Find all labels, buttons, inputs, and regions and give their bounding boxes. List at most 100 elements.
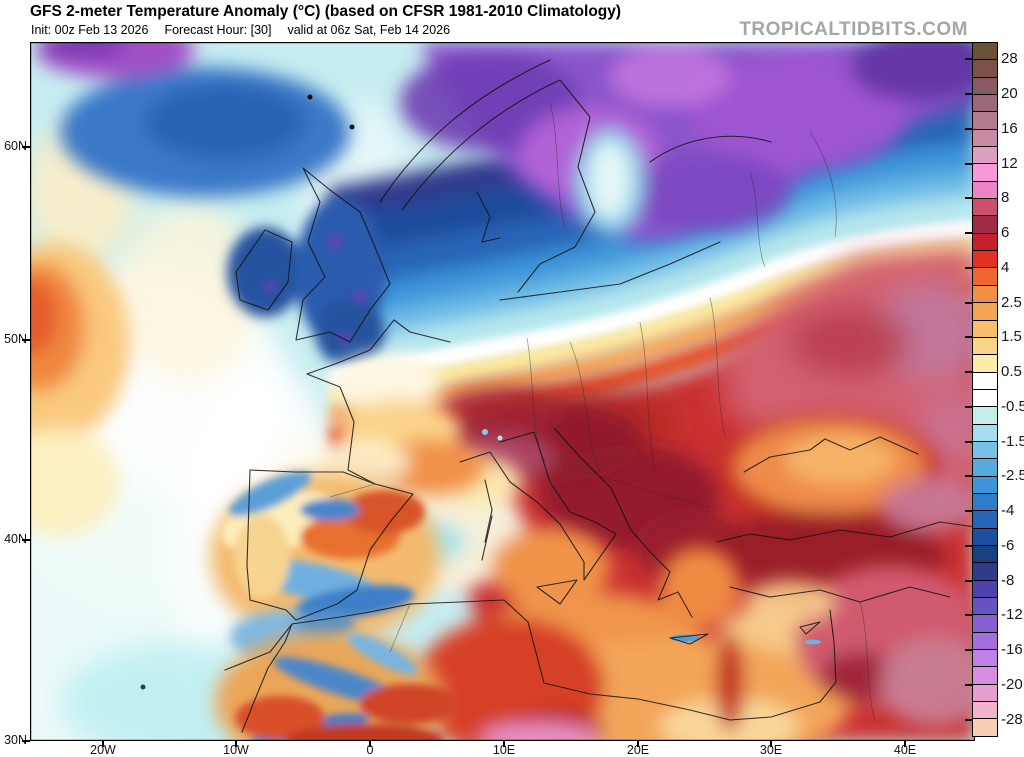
colorbar-segment	[973, 129, 997, 148]
colorbar-segment	[973, 719, 997, 736]
colorbar-label: 12	[1001, 154, 1018, 172]
lon-label: 40E	[893, 743, 917, 757]
colorbar-label: 1.5	[1001, 328, 1022, 346]
colorbar-label: 16	[1001, 119, 1018, 137]
colorbar-label: -6	[1001, 536, 1015, 554]
colorbar-label: 20	[1001, 85, 1018, 103]
colorbar-tick	[965, 162, 972, 165]
colorbar-label: 8	[1001, 189, 1010, 207]
colorbar-label: -28	[1001, 710, 1023, 728]
lon-label: 30E	[759, 743, 783, 757]
iceland-and-atlantic-blob	[35, 42, 350, 197]
colorbar-label: -20	[1001, 675, 1023, 693]
colorbar-segment	[973, 268, 997, 286]
colorbar-segment	[973, 476, 997, 494]
lat-label: 50N	[4, 332, 27, 346]
colorbar-segment	[973, 112, 997, 130]
colorbar-segment	[973, 164, 997, 182]
colorbar-label: -16	[1001, 641, 1023, 659]
colorbar-tick	[965, 649, 972, 652]
france-field	[320, 354, 485, 495]
colorbar-segment	[973, 598, 997, 616]
colorbar-tick	[965, 405, 972, 408]
lon-label: 10W	[223, 743, 249, 757]
colorbar-tick	[965, 475, 972, 478]
lon-tick	[904, 741, 906, 747]
lon-tick	[637, 741, 639, 747]
watermark: TROPICALTIDBITS.COM	[739, 19, 968, 40]
west-atlantic-warm-blob	[30, 242, 130, 537]
colorbar-label: 28	[1001, 50, 1018, 68]
map-title: GFS 2-meter Temperature Anomaly (°C) (ba…	[30, 3, 622, 20]
morocco-field	[215, 632, 460, 741]
colorbar-tick	[965, 93, 972, 96]
colorbar-segment	[973, 528, 997, 546]
colorbar-segment	[973, 493, 997, 512]
lon-tick	[102, 741, 104, 747]
colorbar-tick	[965, 58, 972, 61]
colorbar-segment	[973, 667, 997, 685]
british-isles-cold	[227, 197, 385, 367]
colorbar-tick	[965, 544, 972, 547]
colorbar-segment	[973, 615, 997, 633]
lat-tick	[22, 539, 30, 541]
colorbar-tick	[965, 301, 972, 304]
colorbar-segment	[973, 147, 997, 165]
lon-label: 20E	[626, 743, 650, 757]
colorbar-label: -2.5	[1001, 467, 1024, 485]
lon-tick	[503, 741, 505, 747]
colorbar-label: 0.5	[1001, 363, 1022, 381]
colorbar-segment	[973, 199, 997, 217]
anomaly-map	[30, 42, 975, 741]
init-time: Init: 00z Feb 13 2026	[31, 23, 149, 37]
lon-label: 20W	[90, 743, 116, 757]
colorbar-segment	[973, 424, 997, 442]
colorbar-tick	[965, 336, 972, 339]
colorbar-segment	[973, 563, 997, 581]
colorbar-tick	[965, 718, 972, 721]
lon-label: 10E	[492, 743, 516, 757]
colorbar-segment	[973, 60, 997, 78]
colorbar-segment	[973, 251, 997, 269]
colorbar-tick	[965, 232, 972, 235]
colorbar-tick	[965, 197, 972, 200]
colorbar-segment	[973, 216, 997, 234]
colorbar-segment	[973, 441, 997, 460]
lon-tick	[369, 741, 371, 747]
colorbar	[972, 42, 998, 737]
colorbar-tick	[965, 127, 972, 130]
colorbar-segment	[973, 580, 997, 598]
lat-label: 60N	[4, 139, 27, 153]
colorbar-tick	[965, 579, 972, 582]
lon-tick	[235, 741, 237, 747]
colorbar-tick	[965, 266, 972, 269]
colorbar-segment	[973, 702, 997, 720]
lat-tick	[22, 146, 30, 148]
colorbar-tick	[965, 371, 972, 374]
colorbar-segment	[973, 77, 997, 96]
coastlines	[224, 59, 975, 733]
colorbar-segment	[973, 632, 997, 651]
colorbar-segment	[973, 372, 997, 390]
map-subtitle: Init: 00z Feb 13 2026 Forecast Hour: [30]…	[31, 23, 466, 37]
lon-tick	[770, 741, 772, 747]
colorbar-segment	[973, 355, 997, 373]
colorbar-segment	[973, 511, 997, 529]
valid-time: valid at 06z Sat, Feb 14 2026	[287, 23, 451, 37]
colorbar-label: 2.5	[1001, 293, 1022, 311]
lat-label: 30N	[4, 733, 27, 747]
colorbar-segment	[973, 389, 997, 408]
lon-label: 0	[366, 743, 374, 757]
lat-label: 40N	[4, 532, 27, 546]
colorbar-segment	[973, 684, 997, 703]
colorbar-tick	[965, 440, 972, 443]
colorbar-segment	[973, 650, 997, 668]
colorbar-label: -1.5	[1001, 432, 1024, 450]
colorbar-segment	[973, 43, 997, 61]
colorbar-label: -4	[1001, 502, 1015, 520]
colorbar-segment	[973, 407, 997, 425]
lat-tick	[22, 339, 30, 341]
colorbar-segment	[973, 233, 997, 252]
colorbar-label: 4	[1001, 258, 1010, 276]
